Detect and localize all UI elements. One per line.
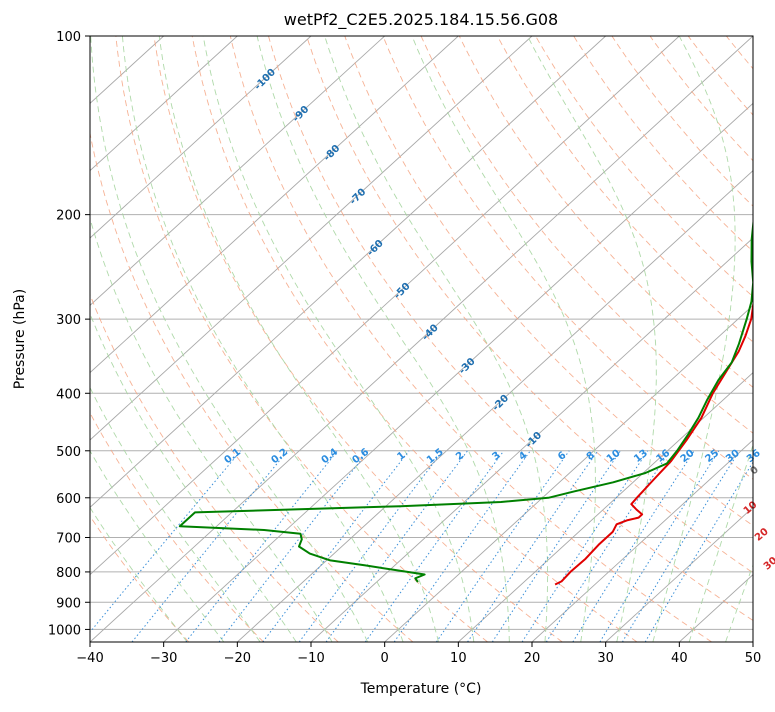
sounding-series-line bbox=[555, 36, 775, 585]
dry-adiabat bbox=[765, 36, 775, 642]
isotherm-line bbox=[164, 36, 775, 642]
mixing-ratio-line bbox=[436, 451, 569, 642]
isotherm-label: -90 bbox=[291, 104, 312, 125]
x-tick-label: −20 bbox=[224, 651, 251, 666]
dry-adiabat bbox=[78, 36, 413, 642]
y-tick-label: 200 bbox=[56, 209, 81, 224]
y-tick-label: 300 bbox=[56, 313, 81, 328]
mixing-ratio-label: 0.6 bbox=[350, 447, 371, 467]
mixing-ratio-line bbox=[82, 451, 241, 642]
moist-adiabat-label: 30 bbox=[762, 555, 775, 572]
isotherm-label: -30 bbox=[457, 356, 478, 377]
y-axis-label: Pressure (hPa) bbox=[12, 289, 28, 389]
dry-adiabat bbox=[1, 36, 263, 642]
y-tick-label: 600 bbox=[56, 492, 81, 507]
dry-adiabat bbox=[612, 36, 775, 642]
mixing-ratio-line bbox=[365, 451, 503, 642]
moist-adiabat bbox=[726, 36, 775, 642]
dry-adiabat bbox=[650, 36, 775, 642]
y-tick-label: 700 bbox=[56, 532, 81, 547]
mixing-ratio-line bbox=[492, 451, 620, 642]
mixing-ratio-label: 4 bbox=[517, 450, 529, 463]
mixing-ratio-label: 6 bbox=[556, 450, 568, 463]
moist-adiabat bbox=[325, 36, 548, 642]
mixing-ratio-label: 1.5 bbox=[425, 447, 446, 467]
mixing-ratio-label: 0.4 bbox=[320, 447, 341, 467]
isotherm-line bbox=[753, 36, 775, 642]
x-tick-label: 0 bbox=[381, 651, 389, 666]
y-tick-label: 400 bbox=[56, 387, 81, 402]
mixing-ratio-line bbox=[622, 451, 739, 642]
isotherm-line bbox=[0, 36, 606, 642]
x-axis-label: Temperature (°C) bbox=[360, 681, 482, 697]
moist-adiabat-label: 20 bbox=[753, 526, 771, 543]
mixing-ratio-line bbox=[468, 451, 598, 642]
moist-adiabat bbox=[257, 36, 509, 642]
moist-adiabat bbox=[91, 36, 368, 642]
x-tick-label: −30 bbox=[150, 651, 177, 666]
mixing-ratio-line bbox=[546, 451, 670, 642]
mixing-ratio-line bbox=[600, 451, 719, 642]
dry-adiabat bbox=[192, 36, 637, 642]
moist-adiabat bbox=[689, 36, 775, 642]
dry-adiabat bbox=[726, 36, 775, 642]
sounding-series-line bbox=[180, 36, 775, 582]
isotherm-label: -50 bbox=[392, 281, 413, 302]
mixing-ratio-label: 0.1 bbox=[222, 447, 243, 467]
moist-adiabat bbox=[38, 36, 297, 642]
moist-adiabat bbox=[0, 36, 224, 642]
moist-adiabat-label: 0 bbox=[748, 464, 760, 477]
mixing-ratio-line bbox=[263, 451, 409, 642]
dry-adiabat bbox=[345, 36, 775, 642]
moist-adiabat bbox=[0, 36, 187, 642]
dry-adiabat bbox=[230, 36, 711, 642]
mixing-ratio-line bbox=[573, 451, 694, 642]
x-tick-label: 30 bbox=[597, 651, 614, 666]
mixing-ratio-label: 2 bbox=[454, 450, 466, 463]
mixing-ratio-label: 0.2 bbox=[269, 447, 290, 467]
x-tick-label: 10 bbox=[450, 651, 467, 666]
dry-adiabat bbox=[688, 36, 775, 642]
isotherm-label: -70 bbox=[348, 187, 369, 208]
y-tick-label: 900 bbox=[56, 596, 81, 611]
isotherm-line bbox=[16, 36, 679, 642]
x-tick-label: 50 bbox=[745, 651, 762, 666]
moist-adiabat bbox=[203, 36, 474, 642]
x-tick-label: −40 bbox=[76, 651, 103, 666]
dry-adiabat bbox=[0, 36, 189, 642]
moist-adiabat-label: 10 bbox=[742, 499, 760, 516]
isotherm-line bbox=[0, 36, 458, 642]
isotherm-label: -80 bbox=[322, 143, 343, 164]
background-lines bbox=[0, 36, 775, 642]
y-tick-label: 100 bbox=[56, 30, 81, 45]
moist-adiabat bbox=[63, 36, 332, 642]
x-tick-label: −10 bbox=[297, 651, 324, 666]
isotherm-label: -40 bbox=[420, 322, 441, 343]
mixing-ratio-label: 3 bbox=[490, 450, 502, 463]
dry-adiabat bbox=[497, 36, 775, 642]
dry-adiabat bbox=[536, 36, 775, 642]
y-tick-label: 800 bbox=[56, 566, 81, 581]
isotherm-line bbox=[90, 36, 753, 642]
isotherm-label: -100 bbox=[253, 67, 279, 93]
y-tick-label: 1000 bbox=[48, 623, 81, 638]
mixing-ratio-line bbox=[219, 451, 368, 642]
dry-adiabat bbox=[269, 36, 775, 642]
y-tick-label: 500 bbox=[56, 445, 81, 460]
dry-adiabat bbox=[421, 36, 775, 642]
isotherm-label: -10 bbox=[524, 430, 545, 451]
chart-title: wetPf2_C2E5.2025.184.15.56.G08 bbox=[284, 10, 558, 30]
moist-adiabat bbox=[14, 36, 260, 642]
x-tick-label: 20 bbox=[524, 651, 541, 666]
moist-adiabat bbox=[412, 36, 595, 642]
x-tick-label: 40 bbox=[671, 651, 688, 666]
